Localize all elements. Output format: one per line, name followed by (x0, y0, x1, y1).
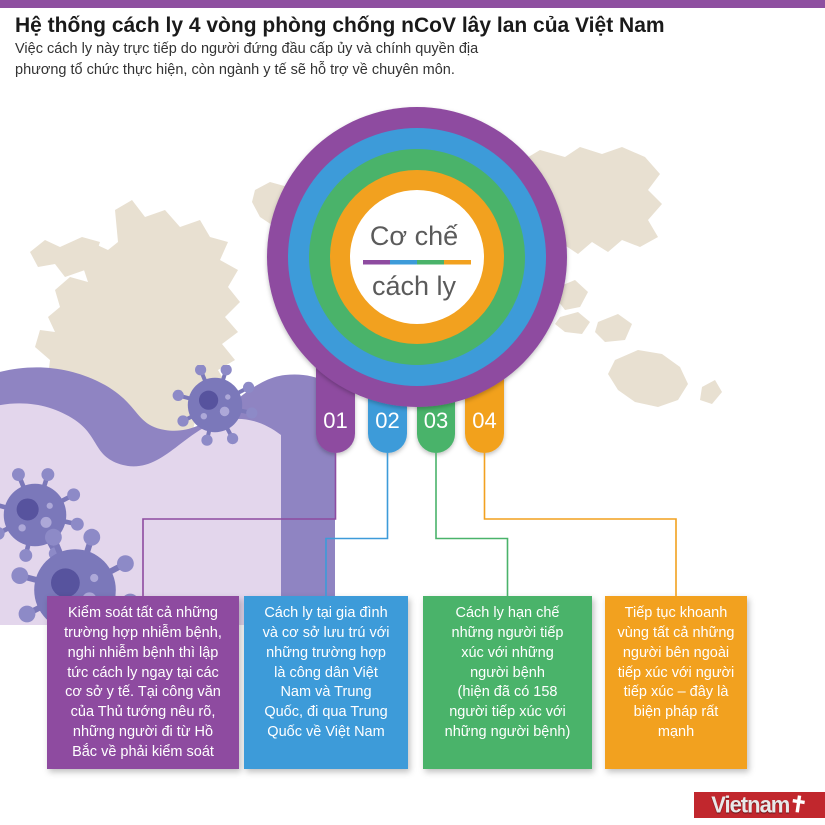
svg-text:01: 01 (323, 408, 347, 433)
svg-text:Cơ chế: Cơ chế (370, 221, 458, 251)
svg-text:cách ly: cách ly (372, 271, 457, 301)
svg-text:02: 02 (375, 408, 399, 433)
svg-text:03: 03 (424, 408, 448, 433)
svg-text:04: 04 (472, 408, 496, 433)
